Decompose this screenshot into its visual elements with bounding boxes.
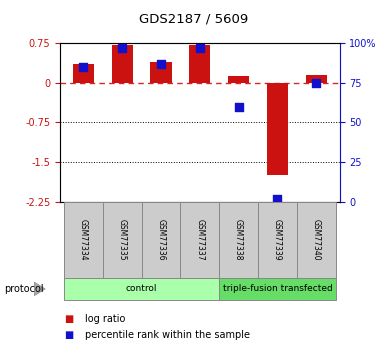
Point [119,45,125,51]
Text: control: control [126,284,158,294]
Bar [180,202,219,278]
Bar [64,278,219,300]
Text: GSM77338: GSM77338 [234,219,243,260]
Bar [219,202,258,278]
Point [80,64,87,70]
Bar [267,83,288,175]
Point [236,104,242,109]
Bar [297,202,336,278]
Text: protocol: protocol [4,284,43,294]
Text: ■: ■ [64,314,73,324]
Text: log ratio: log ratio [85,314,126,324]
Text: GSM77339: GSM77339 [273,219,282,260]
Bar [151,62,172,83]
Point [274,196,281,201]
Bar [112,45,133,83]
Text: percentile rank within the sample: percentile rank within the sample [85,330,250,339]
Polygon shape [34,282,45,296]
Point [313,80,319,86]
Bar [142,202,180,278]
Bar [306,75,327,83]
Bar [189,45,211,83]
Text: GSM77340: GSM77340 [312,219,321,260]
Text: GSM77334: GSM77334 [79,219,88,260]
Text: ■: ■ [64,330,73,339]
Point [197,45,203,51]
Point [158,61,164,67]
Text: GSM77337: GSM77337 [195,219,204,260]
Bar [103,202,142,278]
Text: GDS2187 / 5609: GDS2187 / 5609 [139,12,249,26]
Bar [64,202,103,278]
Bar [228,77,249,83]
Text: GSM77335: GSM77335 [118,219,127,260]
Text: triple-fusion transfected: triple-fusion transfected [223,284,332,294]
Bar [73,64,94,83]
Text: GSM77336: GSM77336 [156,219,166,260]
Bar [219,278,336,300]
Bar [258,202,297,278]
